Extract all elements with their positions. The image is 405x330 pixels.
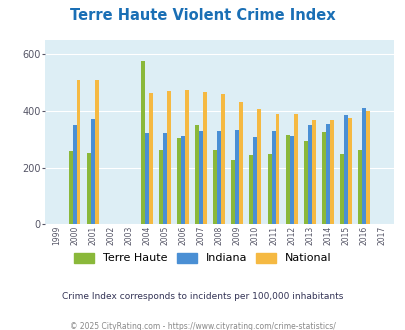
Bar	[249, 155, 253, 224]
Bar	[76, 80, 80, 224]
Bar	[202, 92, 207, 224]
Bar	[185, 90, 189, 224]
Bar	[311, 120, 315, 224]
Bar	[285, 135, 289, 224]
Text: © 2025 CityRating.com - https://www.cityrating.com/crime-statistics/: © 2025 CityRating.com - https://www.city…	[70, 322, 335, 330]
Bar	[293, 114, 297, 224]
Bar	[213, 150, 217, 224]
Bar	[339, 154, 343, 224]
Bar	[267, 154, 271, 224]
Bar	[257, 109, 261, 224]
Legend: Terre Haute, Indiana, National: Terre Haute, Indiana, National	[71, 249, 334, 267]
Bar	[329, 120, 333, 224]
Bar	[365, 111, 369, 224]
Bar	[195, 125, 199, 224]
Bar	[275, 114, 279, 224]
Bar	[235, 130, 239, 224]
Bar	[325, 124, 329, 224]
Bar	[181, 136, 185, 224]
Bar	[221, 94, 225, 224]
Bar	[68, 151, 72, 224]
Text: Terre Haute Violent Crime Index: Terre Haute Violent Crime Index	[70, 8, 335, 23]
Bar	[239, 102, 243, 224]
Bar	[162, 133, 166, 224]
Bar	[253, 137, 257, 224]
Text: Crime Index corresponds to incidents per 100,000 inhabitants: Crime Index corresponds to incidents per…	[62, 292, 343, 301]
Bar	[199, 131, 202, 224]
Bar	[303, 141, 307, 224]
Bar	[149, 93, 152, 224]
Bar	[159, 150, 162, 224]
Bar	[343, 115, 347, 224]
Bar	[94, 80, 98, 224]
Bar	[361, 108, 365, 224]
Bar	[177, 138, 181, 224]
Bar	[72, 125, 76, 224]
Bar	[90, 119, 94, 224]
Bar	[271, 131, 275, 224]
Bar	[231, 160, 235, 224]
Bar	[289, 136, 293, 224]
Bar	[357, 150, 361, 224]
Bar	[86, 153, 90, 224]
Bar	[166, 91, 171, 224]
Bar	[141, 61, 145, 224]
Bar	[145, 133, 149, 224]
Bar	[217, 131, 221, 224]
Bar	[321, 132, 325, 224]
Bar	[347, 118, 351, 224]
Bar	[307, 125, 311, 224]
